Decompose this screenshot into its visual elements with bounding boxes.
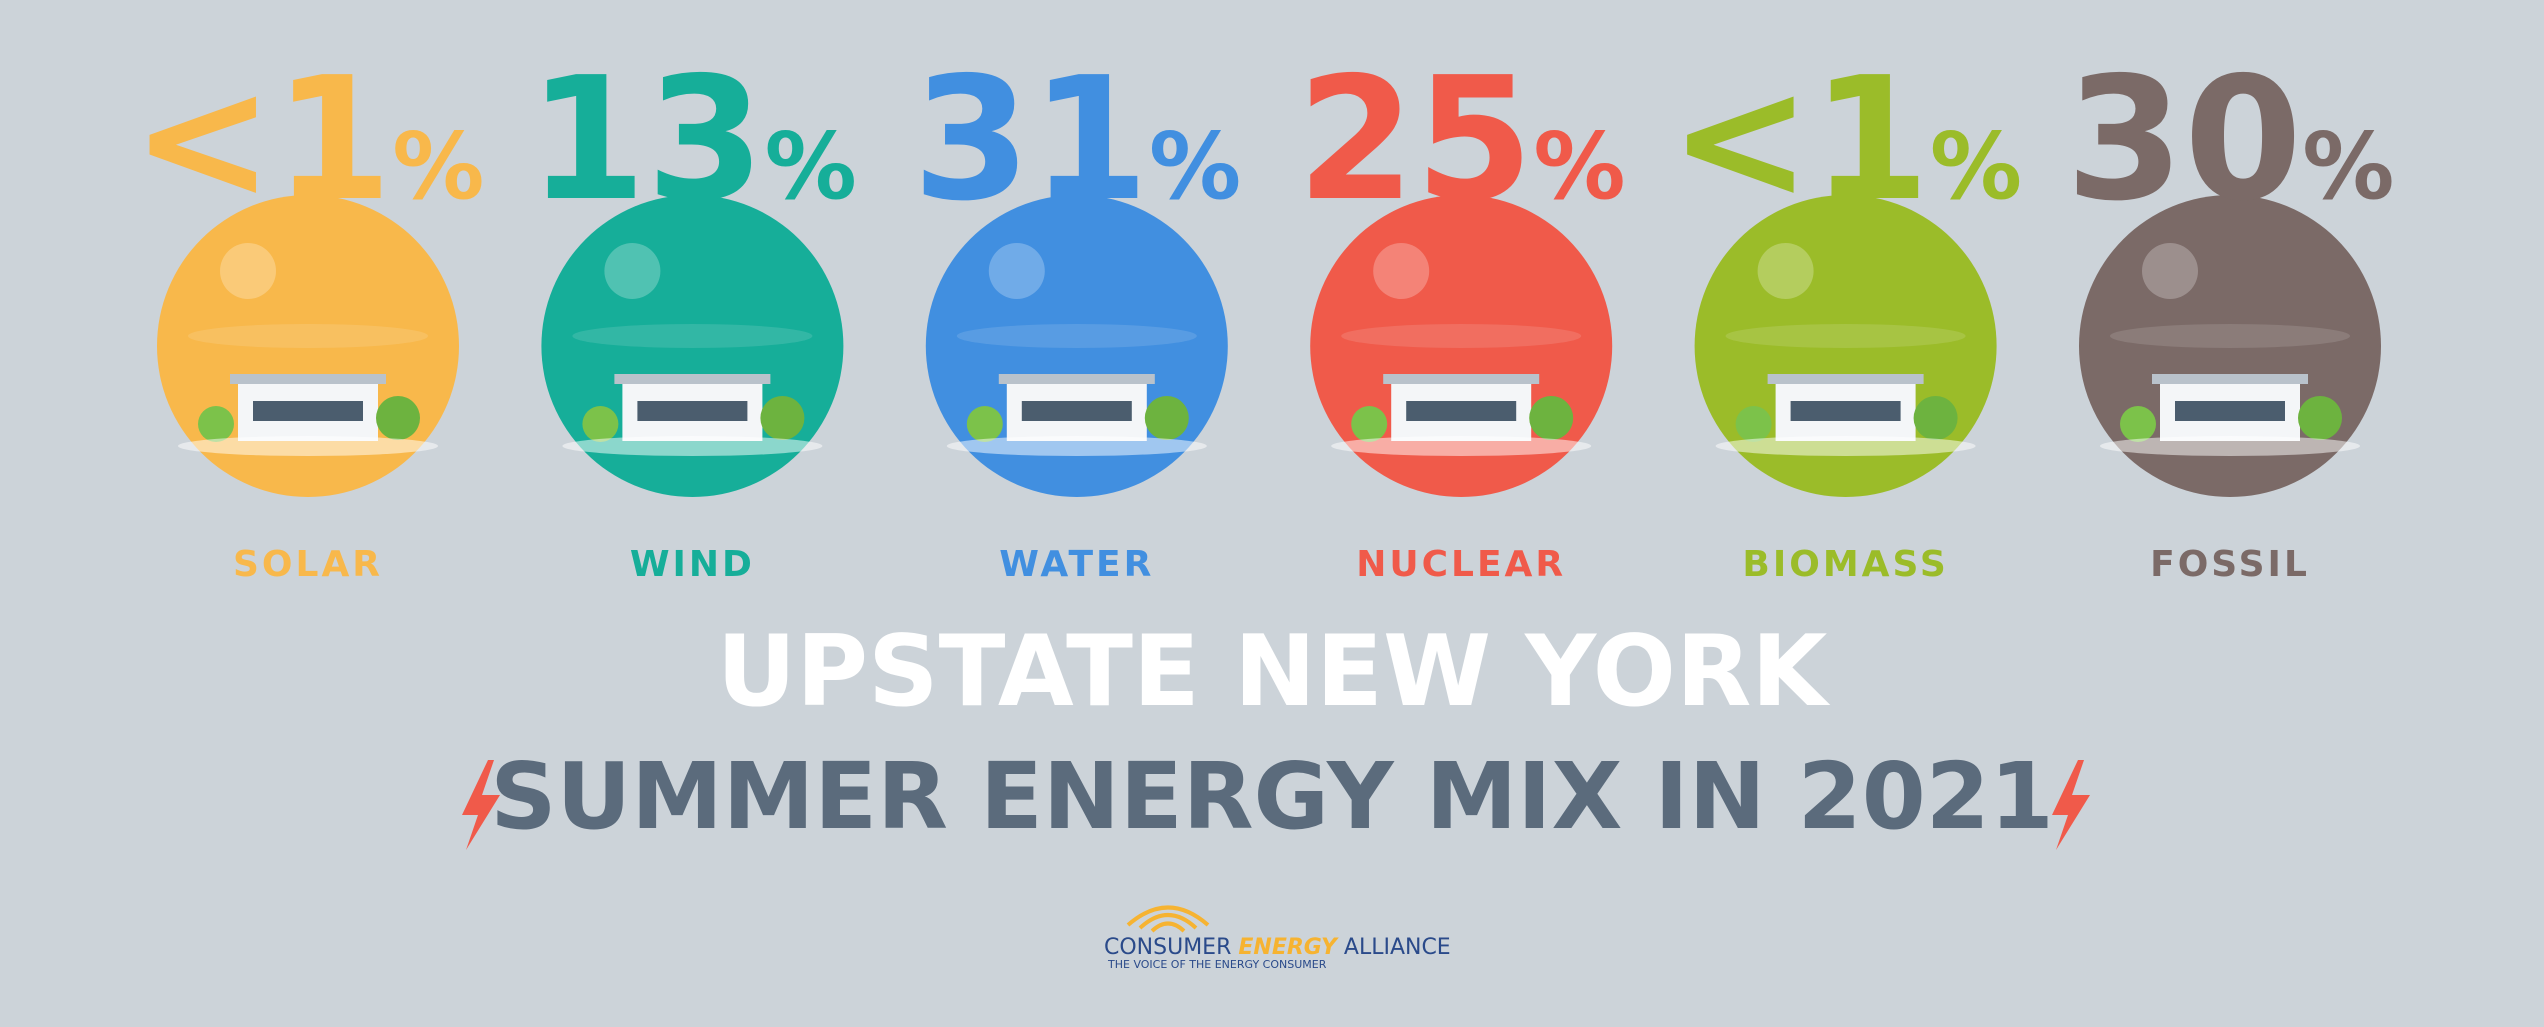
percent-amount: 13 [528, 41, 765, 239]
sun-glow [1757, 243, 1814, 299]
logo-arc [1126, 905, 1210, 927]
logo-arc [1138, 913, 1198, 930]
tree [1529, 396, 1574, 440]
tree [1351, 406, 1388, 442]
percent: <1% [132, 41, 485, 239]
haze [2110, 324, 2350, 348]
building-roof [1383, 374, 1540, 384]
building-roof [1767, 374, 1924, 384]
ground [946, 436, 1207, 456]
logo-arc [1150, 921, 1186, 933]
tree [376, 396, 420, 440]
building-roof [230, 374, 386, 384]
sun-glow [604, 243, 661, 299]
ground [562, 436, 823, 456]
energy-item: 31% WATER [912, 41, 1241, 585]
logo-text: CONSUMER ENERGY ALLIANCE [1104, 935, 1451, 960]
tree [966, 406, 1003, 442]
tree [760, 396, 805, 440]
percent-amount: <1 [1669, 41, 1930, 239]
percent: 25% [1297, 41, 1626, 239]
percent-unit: % [1930, 113, 2022, 220]
percent-unit: % [1533, 113, 1625, 220]
energy-label: BIOMASS [1742, 544, 1948, 585]
lightning-right [2052, 760, 2090, 850]
energy-label: NUCLEAR [1356, 544, 1566, 585]
percent-unit: % [765, 113, 857, 220]
energy-label: SOLAR [233, 544, 383, 585]
logo-word: ENERGY [1238, 935, 1339, 960]
building-roof [2152, 374, 2308, 384]
tree [2120, 406, 2156, 442]
percent: 30% [2066, 41, 2395, 239]
building-roof [614, 374, 771, 384]
ground [1715, 436, 1976, 456]
tree [1913, 396, 1958, 440]
subtitle: SUMMER ENERGY MIX IN 2021 [490, 743, 2054, 850]
sun-glow [988, 243, 1045, 299]
percent: 13% [528, 41, 857, 239]
sun-glow [220, 243, 276, 299]
percent: 31% [912, 41, 1241, 239]
building-roof [998, 374, 1155, 384]
energy-label: WATER [999, 544, 1154, 585]
percent-amount: 31 [912, 41, 1149, 239]
lightning-left [462, 760, 500, 850]
percent-amount: <1 [132, 41, 393, 239]
energy-item: <1% BIOMASS [1669, 41, 2022, 585]
sun-glow [1373, 243, 1430, 299]
building-windows [1406, 401, 1517, 421]
building-windows [2175, 401, 2285, 421]
tree [2298, 396, 2342, 440]
tree [198, 406, 234, 442]
building-windows [1021, 401, 1132, 421]
percent-unit: % [1149, 113, 1241, 220]
energy-item: 13% WIND [528, 41, 857, 585]
building-windows [253, 401, 363, 421]
energy-item: <1% SOLAR [132, 41, 485, 585]
ground [1331, 436, 1592, 456]
ground [2100, 436, 2360, 456]
haze [572, 324, 813, 348]
haze [956, 324, 1197, 348]
building-windows [637, 401, 748, 421]
logo-word: CONSUMER [1104, 935, 1231, 960]
percent-amount: 30 [2066, 41, 2303, 239]
percent-amount: 25 [1297, 41, 1534, 239]
energy-label: FOSSIL [2150, 544, 2310, 585]
building-windows [1790, 401, 1901, 421]
haze [1341, 324, 1582, 348]
haze [188, 324, 428, 348]
logo-word: ALLIANCE [1344, 935, 1451, 960]
energy-items: <1% SOLAR 13% WIND 31% WATER 25% NUCLEAR <1% BIOM… [132, 41, 2395, 585]
tree [1144, 396, 1189, 440]
energy-item: 30% FOSSIL [2066, 41, 2395, 585]
haze [1725, 324, 1966, 348]
energy-item: 25% NUCLEAR [1297, 41, 1626, 585]
ground [178, 436, 438, 456]
sun-glow [2142, 243, 2198, 299]
percent: <1% [1669, 41, 2022, 239]
energy-label: WIND [630, 544, 755, 585]
title: UPSTATE NEW YORK [717, 615, 1831, 729]
tree [1735, 406, 1772, 442]
percent-unit: % [2302, 113, 2394, 220]
logo: CONSUMER ENERGY ALLIANCE THE VOICE OF TH… [1104, 905, 1451, 971]
logo-tagline: THE VOICE OF THE ENERGY CONSUMER [1107, 958, 1327, 971]
percent-unit: % [392, 113, 484, 220]
tree [582, 406, 619, 442]
